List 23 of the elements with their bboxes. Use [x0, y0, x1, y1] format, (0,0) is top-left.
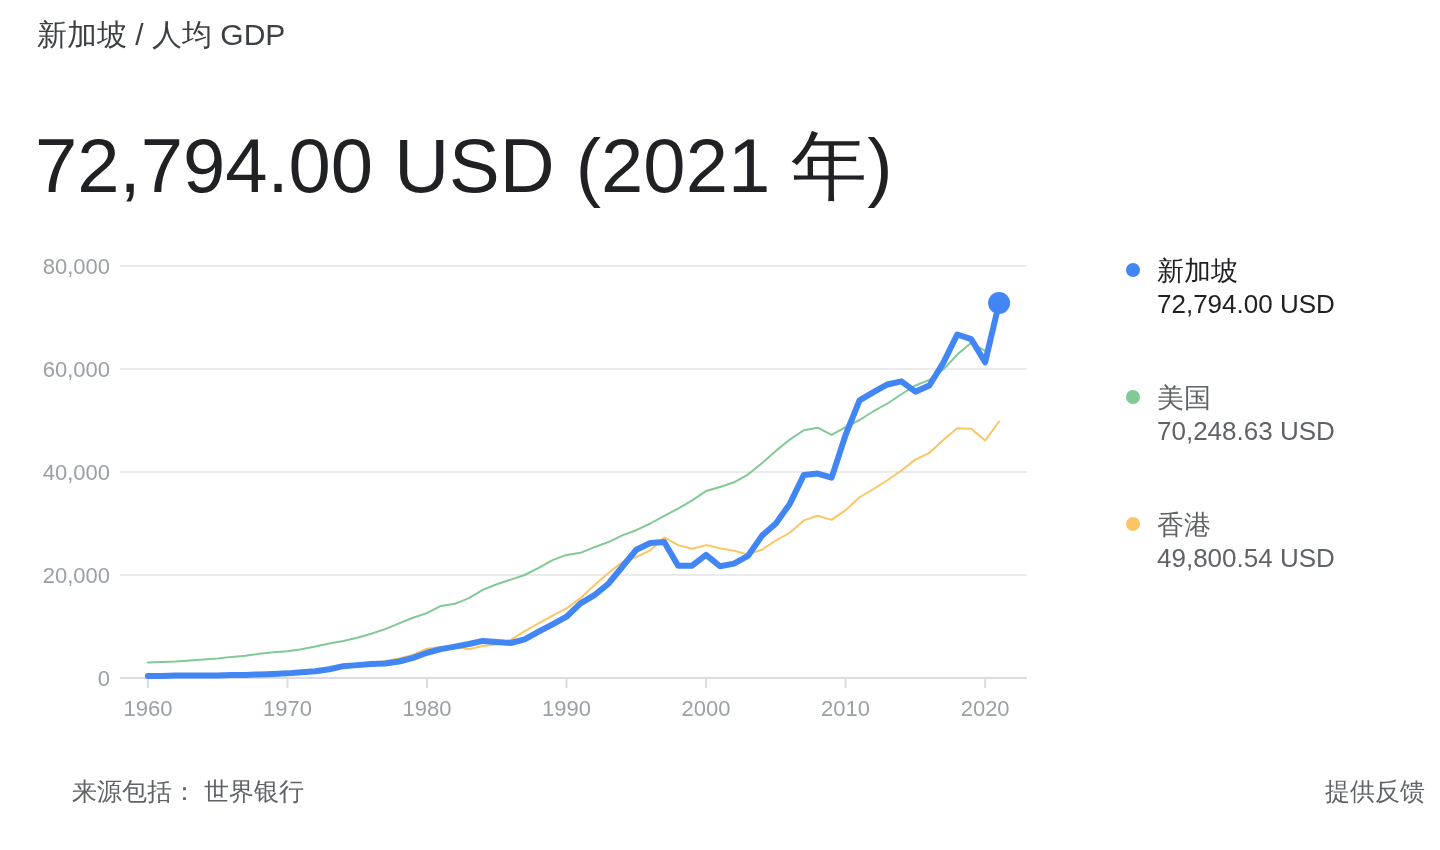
- text: 72,794.00 USD: [1157, 289, 1335, 319]
- x-tick-label: 1970: [262, 696, 312, 721]
- chart-title: 新加坡 / 人均 GDP: [37, 18, 286, 51]
- text: 49,800.54 USD: [1157, 543, 1335, 573]
- legend-label: 新加坡: [1157, 256, 1238, 286]
- legend-label: 美国: [1157, 383, 1211, 413]
- chart-subtitle: 72,794.00 USD (2021 年): [35, 123, 893, 208]
- text: 70,248.63 USD: [1157, 416, 1335, 446]
- y-tick-label: 20,000: [42, 563, 110, 588]
- x-tick-label: 2010: [821, 696, 871, 721]
- y-tick-label: 80,000: [42, 254, 110, 279]
- y-tick-label: 60,000: [42, 357, 110, 382]
- text: 来源包括： 世界银行: [72, 777, 304, 805]
- x-tick-label: 2000: [681, 696, 731, 721]
- line-series: [146, 341, 987, 664]
- y-tick-label: 40,000: [42, 460, 110, 485]
- y-tick-label: 0: [97, 666, 110, 691]
- text: 提供反馈: [1325, 777, 1425, 805]
- x-tick-label: 1960: [123, 696, 173, 721]
- x-tick-label: 2020: [960, 696, 1010, 721]
- x-tick-label: 1990: [542, 696, 591, 721]
- legend-label: 香港: [1157, 510, 1211, 540]
- x-tick-label: 1980: [402, 696, 452, 721]
